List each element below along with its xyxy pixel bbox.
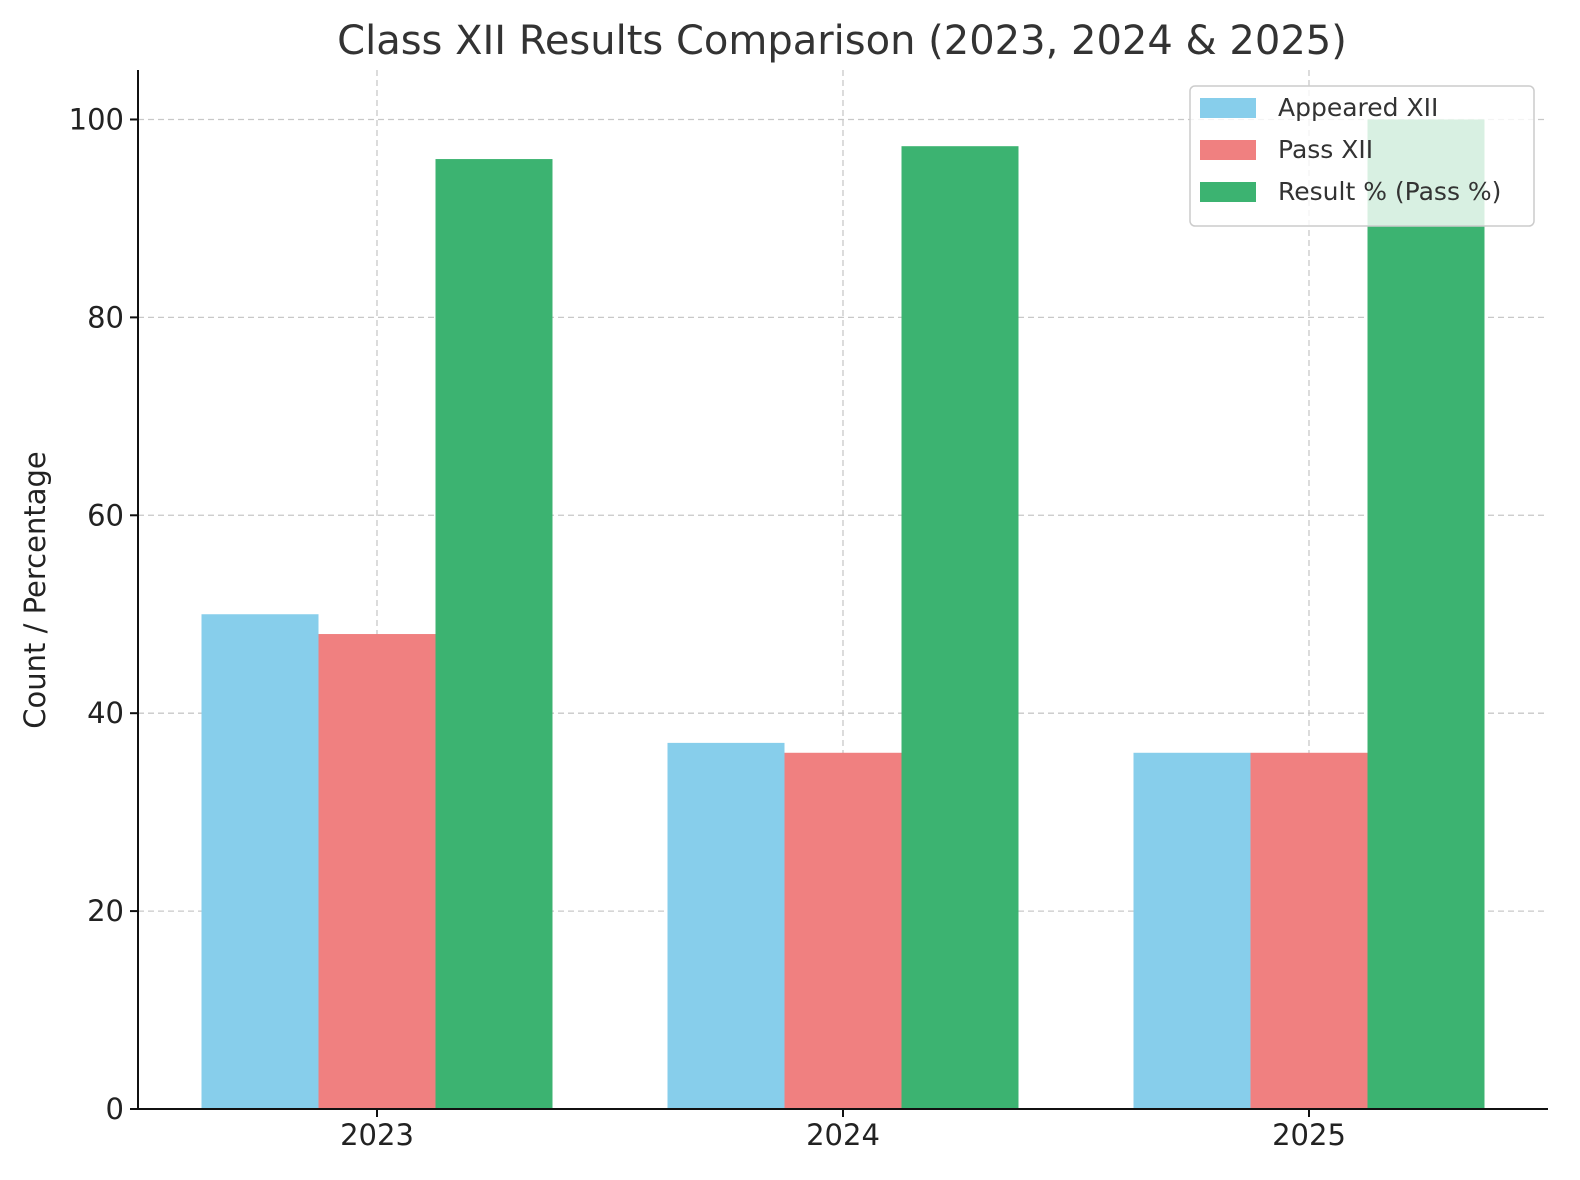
x-tick-label: 2023	[340, 1118, 414, 1152]
bar-pass-xii-2024	[784, 752, 902, 1109]
x-tick-label: 2024	[806, 1118, 880, 1152]
y-tick-label: 100	[69, 102, 124, 136]
bar-appeared-xii-2024	[667, 742, 785, 1109]
bar-result-pass-2025	[1367, 119, 1485, 1109]
bar-result-pass-2024	[901, 146, 1019, 1109]
bar-appeared-xii-2023	[201, 614, 319, 1109]
bar-appeared-xii-2025	[1133, 752, 1251, 1109]
y-tick-label: 40	[87, 696, 124, 730]
y-axis-label: Count / Percentage	[18, 451, 52, 728]
ticks: 0 20 40 60 80 100 2023 2024 2025	[69, 102, 1346, 1152]
legend: Appeared XII Pass XII Result % (Pass %)	[1189, 85, 1535, 227]
bar-result-pass-2023	[435, 159, 553, 1110]
bar-pass-xii-2025	[1250, 752, 1368, 1109]
y-tick-label: 80	[87, 300, 124, 334]
bars	[201, 119, 1485, 1110]
legend-swatch	[1200, 182, 1256, 202]
legend-swatch	[1200, 98, 1256, 118]
legend-swatch	[1200, 140, 1256, 160]
y-tick-label: 60	[87, 498, 124, 532]
legend-label: Result % (Pass %)	[1278, 177, 1501, 206]
y-tick-label: 0	[106, 1092, 124, 1126]
y-tick-label: 20	[87, 894, 124, 928]
chart-title: Class XII Results Comparison (2023, 2024…	[337, 18, 1347, 64]
x-tick-label: 2025	[1272, 1118, 1346, 1152]
legend-label: Pass XII	[1278, 135, 1373, 164]
bar-pass-xii-2023	[318, 634, 436, 1109]
legend-label: Appeared XII	[1278, 93, 1438, 122]
legend-box	[1189, 85, 1535, 227]
